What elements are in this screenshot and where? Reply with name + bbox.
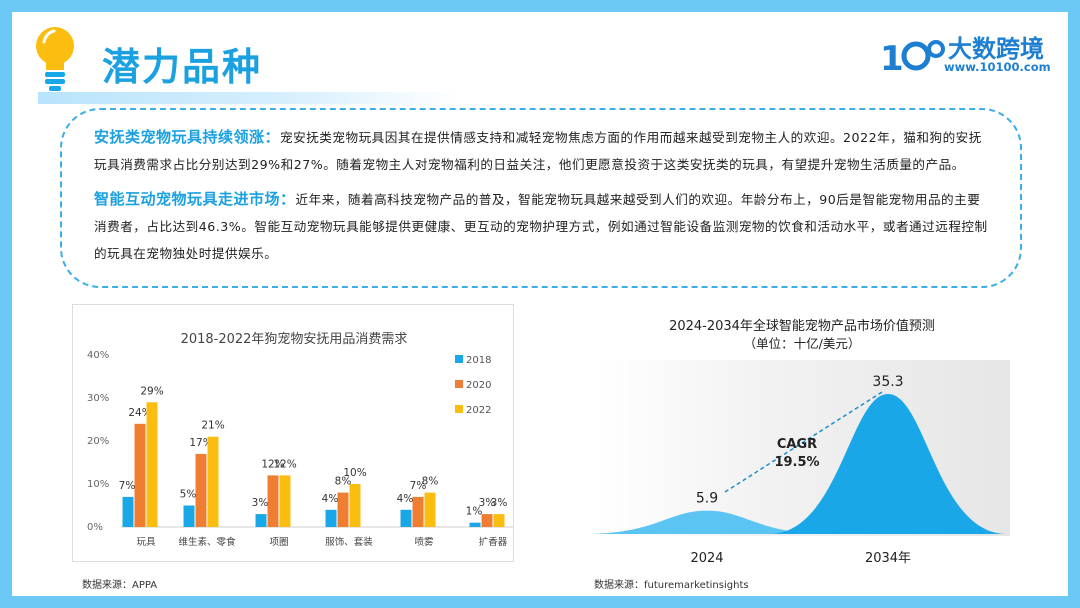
legend-label: 2020 bbox=[466, 380, 491, 391]
bar-chart-panel: 2018-2022年狗宠物安抚用品消费需求 0% 10% 20% 30% 40% 玩具 7% 2… bbox=[72, 304, 514, 562]
x-tick-label: 玩具 bbox=[136, 537, 156, 548]
chart-subtitle: （单位：十亿/美元） bbox=[744, 336, 861, 351]
x-tick-label: 服饰、套装 bbox=[325, 536, 373, 548]
area-chart-panel: 2024-2034年全球智能宠物产品市场价值预测 （单位：十亿/美元） 5.9 202… bbox=[583, 308, 1010, 566]
bar-2020 bbox=[195, 453, 207, 527]
paragraph-body: 近年来，随着高科技宠物产品的普及，智能宠物玩具越来越受到人们的欢迎。年龄分布上，… bbox=[94, 192, 988, 261]
data-label: 8% bbox=[422, 476, 439, 488]
brand-logo-icon: 1 bbox=[880, 39, 945, 79]
paragraph-body: 宠安抚类宠物玩具因其在提供情感支持和减轻宠物焦虑方面的作用而越来越受到宠物主人的… bbox=[94, 130, 982, 172]
bar-2018 bbox=[325, 509, 337, 527]
paragraph-smart-toys: 智能互动宠物玩具走进市场：近年来，随着高科技宠物产品的普及，智能宠物玩具越来越受… bbox=[94, 186, 990, 267]
x-tick-label: 扩香器 bbox=[479, 536, 508, 548]
bar-2018 bbox=[255, 514, 267, 527]
data-label: 7% bbox=[410, 480, 427, 492]
bar-chart: 2018-2022年狗宠物安抚用品消费需求 0% 10% 20% 30% 40% 玩具 7% 2… bbox=[87, 331, 513, 548]
legend-swatch bbox=[455, 355, 463, 363]
legend-swatch bbox=[455, 380, 463, 388]
cagr-value: 19.5% bbox=[774, 455, 819, 470]
data-label: 12% bbox=[261, 458, 284, 470]
bar-2020 bbox=[337, 492, 349, 527]
slide: 潜力品种 1 大数跨境 www.10100.com 安抚类宠物玩具持续领涨：宠安… bbox=[12, 12, 1068, 596]
bar-2022 bbox=[424, 492, 436, 527]
data-label: 5% bbox=[180, 489, 197, 501]
x-tick-label: 2034年 bbox=[865, 551, 911, 564]
paragraph-heading: 智能互动宠物玩具走进市场： bbox=[94, 190, 296, 208]
area-peak-2034年 bbox=[769, 394, 1007, 534]
y-tick-label: 20% bbox=[87, 436, 109, 447]
brand-name: 大数跨境 bbox=[948, 35, 1044, 63]
bar-2020 bbox=[412, 496, 424, 527]
bar-2022 bbox=[349, 484, 361, 527]
bar-2018 bbox=[400, 509, 412, 527]
area-chart: 2024-2034年全球智能宠物产品市场价值预测 （单位：十亿/美元） 5.9 202… bbox=[583, 318, 1010, 566]
bar-2018 bbox=[183, 505, 195, 527]
data-label: 4% bbox=[322, 493, 339, 505]
bar-2022 bbox=[146, 402, 158, 527]
bar-2022 bbox=[493, 514, 505, 527]
summary-box: 安抚类宠物玩具持续领涨：宠安抚类宠物玩具因其在提供情感支持和减轻宠物焦虑方面的作… bbox=[60, 108, 1022, 288]
data-label: 4% bbox=[397, 493, 414, 505]
svg-text:1: 1 bbox=[880, 39, 904, 79]
paragraph-heading: 安抚类宠物玩具持续领涨： bbox=[94, 128, 281, 146]
value-label: 5.9 bbox=[696, 491, 718, 507]
value-label: 35.3 bbox=[872, 374, 903, 390]
data-label: 29% bbox=[140, 385, 163, 397]
area-peak-2024 bbox=[583, 510, 831, 534]
y-tick-label: 0% bbox=[87, 522, 103, 533]
bar-2022 bbox=[279, 475, 291, 527]
bar-2022 bbox=[207, 436, 219, 527]
legend-label: 2022 bbox=[466, 405, 491, 416]
data-label: 1% bbox=[466, 506, 483, 518]
lightbulb-icon bbox=[36, 27, 74, 91]
data-label: 17% bbox=[189, 437, 212, 449]
source-note-appa: 数据来源：APPA bbox=[82, 580, 158, 591]
legend-swatch bbox=[455, 405, 463, 413]
data-label: 3% bbox=[491, 497, 508, 509]
legend-label: 2018 bbox=[466, 355, 491, 366]
y-tick-label: 30% bbox=[87, 393, 109, 404]
brand-url: www.10100.com bbox=[944, 60, 1051, 74]
data-label: 21% bbox=[201, 420, 224, 432]
x-tick-label: 2024 bbox=[690, 551, 723, 564]
data-label: 24% bbox=[128, 407, 151, 419]
chart-title: 2018-2022年狗宠物安抚用品消费需求 bbox=[181, 331, 408, 347]
cagr-label: CAGR bbox=[777, 437, 817, 452]
chart-title: 2024-2034年全球智能宠物产品市场价值预测 bbox=[669, 318, 935, 334]
data-label: 8% bbox=[335, 476, 352, 488]
bar-2018 bbox=[469, 522, 481, 527]
x-tick-label: 项圈 bbox=[269, 537, 288, 548]
paragraph-comfort-toys: 安抚类宠物玩具持续领涨：宠安抚类宠物玩具因其在提供情感支持和减轻宠物焦虑方面的作… bbox=[94, 124, 990, 178]
x-tick-label: 喷雾 bbox=[414, 537, 434, 548]
data-label: 12% bbox=[273, 458, 296, 470]
bar-2020 bbox=[481, 514, 493, 527]
bar-2020 bbox=[267, 475, 279, 527]
data-label: 3% bbox=[252, 497, 269, 509]
source-note-fmi: 数据来源：futuremarketinsights bbox=[594, 580, 749, 591]
data-label: 3% bbox=[479, 497, 496, 509]
bar-2018 bbox=[122, 496, 134, 527]
bar-2020 bbox=[134, 423, 146, 527]
title-underline bbox=[38, 92, 458, 104]
page-title: 潜力品种 bbox=[102, 45, 263, 89]
growth-line bbox=[724, 391, 883, 493]
x-tick-label: 维生素、零食 bbox=[178, 536, 236, 548]
y-tick-label: 40% bbox=[87, 350, 109, 361]
data-label: 7% bbox=[119, 480, 136, 492]
y-tick-label: 10% bbox=[87, 479, 109, 490]
data-label: 10% bbox=[343, 467, 366, 479]
